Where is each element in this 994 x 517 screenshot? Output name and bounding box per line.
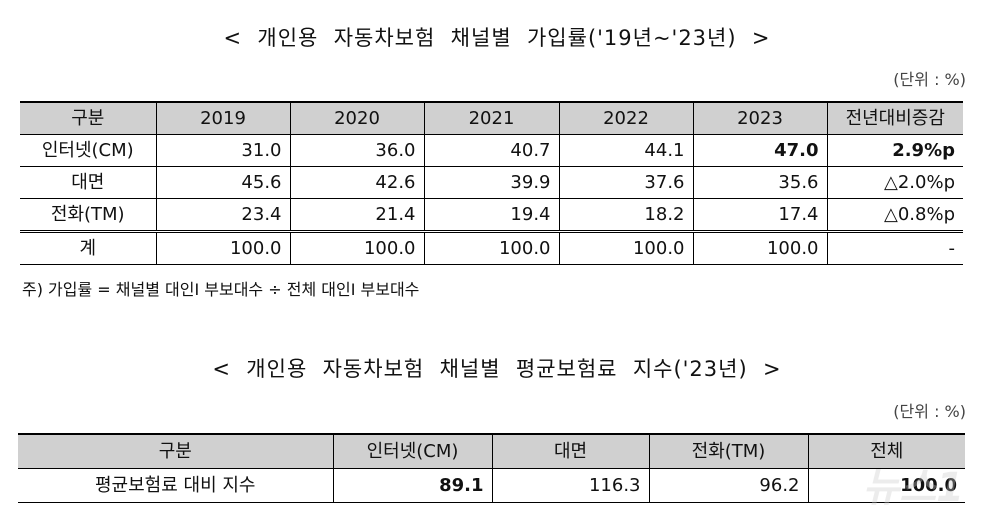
table-row: 대면 45.6 42.6 39.9 37.6 35.6 △2.0%p bbox=[20, 166, 963, 199]
header-total: 전체 bbox=[807, 433, 965, 469]
cell: 18.2 bbox=[558, 198, 693, 232]
header-category: 구분 bbox=[18, 433, 333, 469]
cell: 100.0 bbox=[807, 468, 965, 503]
cell: - bbox=[826, 230, 963, 265]
table-row: 전화(TM) 23.4 21.4 19.4 18.2 17.4 △0.8%p bbox=[20, 198, 963, 232]
cell: 35.6 bbox=[692, 166, 827, 199]
cell: 116.3 bbox=[491, 468, 649, 503]
table2-title: < 개인용 자동차보험 채널별 평균보험료 지수('23년) > bbox=[212, 357, 782, 381]
header-row: 구분 2019 2020 2021 2022 2023 전년대비증감 bbox=[20, 101, 963, 135]
subscription-rate-table: 구분 2019 2020 2021 2022 2023 전년대비증감 인터넷(C… bbox=[20, 101, 963, 265]
cell: 23.4 bbox=[155, 198, 290, 232]
header-2021: 2021 bbox=[423, 101, 559, 135]
cell: 100.0 bbox=[558, 230, 693, 265]
cell: 96.2 bbox=[648, 468, 808, 503]
header-2023: 2023 bbox=[692, 101, 827, 135]
header-category: 구분 bbox=[20, 101, 156, 135]
cell: 100.0 bbox=[155, 230, 290, 265]
cell: 36.0 bbox=[289, 134, 424, 167]
header-row: 구분 인터넷(CM) 대면 전화(TM) 전체 bbox=[18, 433, 965, 469]
footnote: 주) 가입률 = 채널별 대인Ⅰ 부보대수 ÷ 전체 대인Ⅰ 부보대수 bbox=[22, 280, 420, 299]
table-row: 인터넷(CM) 31.0 36.0 40.7 44.1 47.0 2.9%p bbox=[20, 134, 963, 167]
table2-unit: (단위 : %) bbox=[893, 402, 966, 421]
row-label: 평균보험료 대비 지수 bbox=[18, 468, 333, 503]
header-yoy-change: 전년대비증감 bbox=[826, 101, 963, 135]
header-face-to-face: 대면 bbox=[491, 433, 649, 469]
cell: 89.1 bbox=[332, 468, 492, 503]
cell: 100.0 bbox=[692, 230, 827, 265]
total-row: 계 100.0 100.0 100.0 100.0 100.0 - bbox=[20, 230, 963, 265]
table1-title: < 개인용 자동차보험 채널별 가입률('19년~'23년) > bbox=[223, 26, 771, 50]
cell: 100.0 bbox=[423, 230, 559, 265]
cell: 31.0 bbox=[155, 134, 290, 167]
header-telephone: 전화(TM) bbox=[648, 433, 808, 469]
cell: 45.6 bbox=[155, 166, 290, 199]
cell: 47.0 bbox=[692, 134, 827, 167]
row-label: 계 bbox=[20, 230, 156, 265]
table1-unit: (단위 : %) bbox=[893, 70, 966, 89]
row-label: 대면 bbox=[20, 166, 156, 199]
cell: 21.4 bbox=[289, 198, 424, 232]
row-label: 전화(TM) bbox=[20, 198, 156, 232]
cell: 19.4 bbox=[423, 198, 559, 232]
header-internet: 인터넷(CM) bbox=[332, 433, 492, 469]
cell: 37.6 bbox=[558, 166, 693, 199]
premium-index-table: 구분 인터넷(CM) 대면 전화(TM) 전체 평균보험료 대비 지수 89.1… bbox=[18, 433, 965, 503]
header-2022: 2022 bbox=[558, 101, 693, 135]
watermark-logo: 뉴스1 bbox=[862, 465, 964, 511]
cell: 100.0 bbox=[289, 230, 424, 265]
cell: 40.7 bbox=[423, 134, 559, 167]
cell: △2.0%p bbox=[826, 166, 963, 199]
cell: 17.4 bbox=[692, 198, 827, 232]
header-2019: 2019 bbox=[155, 101, 290, 135]
cell: △0.8%p bbox=[826, 198, 963, 232]
cell: 42.6 bbox=[289, 166, 424, 199]
cell: 44.1 bbox=[558, 134, 693, 167]
cell: 39.9 bbox=[423, 166, 559, 199]
table-row: 평균보험료 대비 지수 89.1 116.3 96.2 100.0 bbox=[18, 468, 965, 503]
header-2020: 2020 bbox=[289, 101, 424, 135]
row-label: 인터넷(CM) bbox=[20, 134, 156, 167]
cell: 2.9%p bbox=[826, 134, 963, 167]
